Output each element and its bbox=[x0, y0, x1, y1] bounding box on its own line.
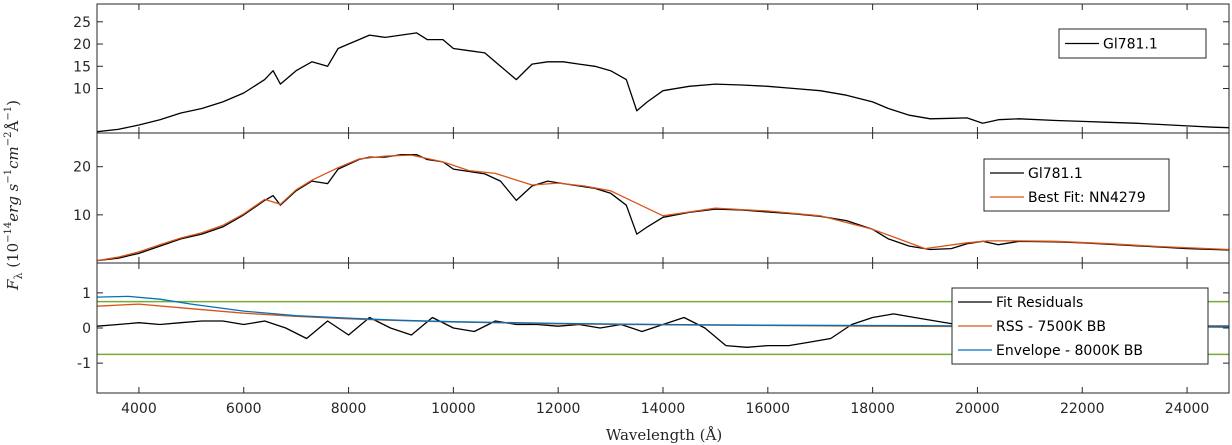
x-tick-label-11: 24000 bbox=[1165, 401, 1210, 417]
y-tick-label-residuals-1: -1 bbox=[77, 356, 91, 372]
y-tick-label-fit-1: 10 bbox=[73, 208, 91, 224]
y-tick-label-fit-2: 20 bbox=[73, 160, 91, 176]
legend-label-residuals-1: Fit Residuals bbox=[996, 295, 1083, 311]
legend-label-residuals-3: Envelope - 8000K BB bbox=[996, 343, 1143, 359]
x-tick-label-1: 4000 bbox=[121, 401, 157, 417]
series-line-fit-2 bbox=[97, 154, 1229, 262]
legend-label-fit-2: Best Fit: NN4279 bbox=[1028, 190, 1146, 206]
legend-spectrum: Gl781.1 bbox=[1058, 28, 1207, 59]
legend-fit: Gl781.1 Best Fit: NN4279 bbox=[983, 158, 1170, 212]
x-tick-label-2: 6000 bbox=[226, 401, 262, 417]
x-tick-label-3: 8000 bbox=[331, 401, 367, 417]
x-tick-label-10: 22000 bbox=[1060, 401, 1105, 417]
x-tick-label-5: 12000 bbox=[536, 401, 581, 417]
legend-box-fit bbox=[983, 158, 1170, 212]
x-tick-label-7: 16000 bbox=[746, 401, 791, 417]
plot-area-fit bbox=[97, 154, 1229, 262]
x-tick-label-9: 20000 bbox=[955, 401, 1000, 417]
x-axis-label: Wavelength (Å) bbox=[606, 426, 722, 444]
legend-box-residuals bbox=[951, 287, 1209, 365]
legend-label-fit-1: Gl781.1 bbox=[1028, 166, 1083, 182]
plot-area-spectrum bbox=[97, 32, 1229, 133]
y-tick-label-spectrum-4: 25 bbox=[73, 15, 91, 31]
panel-fit: 10 20 Gl781.1 Best Fit: NN4279 bbox=[73, 132, 1230, 264]
legend-residuals: Fit Residuals RSS - 7500K BB Envelope - 80… bbox=[951, 287, 1209, 365]
x-tick-label-8: 18000 bbox=[850, 401, 895, 417]
legend-label-residuals-2: RSS - 7500K BB bbox=[996, 319, 1106, 335]
panel-residuals: -1 0 1 Fit Residuals RSS - 7500K BB Envelope … bbox=[77, 262, 1230, 394]
legend-label-spectrum-1: Gl781.1 bbox=[1103, 37, 1158, 53]
y-tick-label-spectrum-2: 15 bbox=[73, 59, 91, 75]
y-tick-label-residuals-2: 0 bbox=[82, 321, 91, 337]
y-tick-label-spectrum-3: 20 bbox=[73, 37, 91, 53]
y-tick-label-spectrum-1: 10 bbox=[73, 82, 91, 98]
series-line-spectrum-1 bbox=[97, 32, 1229, 133]
x-tick-label-6: 14000 bbox=[641, 401, 686, 417]
x-tick-label-4: 10000 bbox=[431, 401, 476, 417]
y-tick-label-residuals-3: 1 bbox=[82, 286, 91, 302]
y-axis-label: Fλ (10−14erg s−1cm−2Å−1) bbox=[3, 100, 25, 291]
